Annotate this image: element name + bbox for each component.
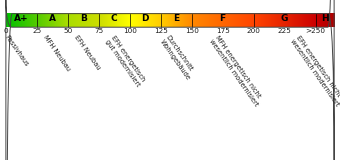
Text: H: H bbox=[321, 14, 329, 23]
Text: E: E bbox=[173, 14, 179, 23]
Text: 175: 175 bbox=[216, 28, 230, 34]
Text: A+: A+ bbox=[14, 14, 29, 23]
Text: C: C bbox=[111, 14, 118, 23]
Text: 75: 75 bbox=[94, 28, 103, 34]
Text: 50: 50 bbox=[63, 28, 72, 34]
FancyBboxPatch shape bbox=[5, 0, 335, 160]
Text: 25: 25 bbox=[32, 28, 41, 34]
Text: MFH energetisch nicht
wesentlich modernisiert: MFH energetisch nicht wesentlich moderni… bbox=[208, 35, 265, 108]
Text: MFH Neubau: MFH Neubau bbox=[42, 35, 71, 72]
Text: 0: 0 bbox=[3, 28, 8, 34]
Text: 150: 150 bbox=[185, 28, 199, 34]
Text: 225: 225 bbox=[278, 28, 291, 34]
Text: EFH energetisch nicht
wesentlich modernisiert: EFH energetisch nicht wesentlich moderni… bbox=[289, 35, 340, 108]
Text: A: A bbox=[49, 14, 56, 23]
Text: D: D bbox=[141, 14, 149, 23]
Text: 200: 200 bbox=[247, 28, 260, 34]
Text: Durchschnitt
Wohngebäude: Durchschnitt Wohngebäude bbox=[159, 35, 197, 81]
Text: G: G bbox=[281, 14, 288, 23]
Text: 125: 125 bbox=[154, 28, 168, 34]
Text: >250: >250 bbox=[306, 28, 325, 34]
Text: EFH Neubau: EFH Neubau bbox=[73, 35, 101, 71]
Text: B: B bbox=[80, 14, 87, 23]
Text: EFH energetisch
gut modernisiert: EFH energetisch gut modernisiert bbox=[104, 35, 147, 88]
Text: Passivhaus: Passivhaus bbox=[3, 35, 29, 68]
Text: 100: 100 bbox=[123, 28, 137, 34]
Text: F: F bbox=[220, 14, 226, 23]
